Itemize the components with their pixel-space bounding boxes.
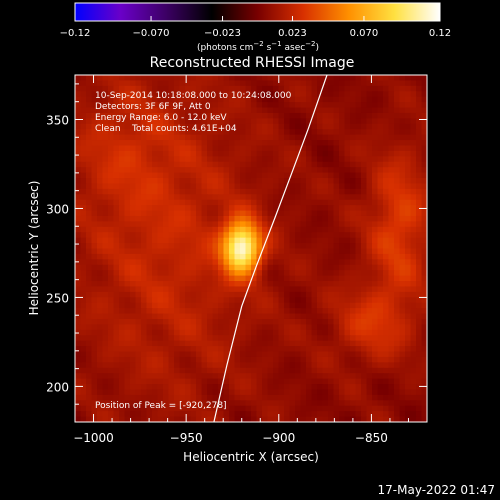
annotation-time-range: 10-Sep-2014 10:18:08.000 to 10:24:08.000 (95, 91, 292, 101)
x-axis-label: Heliocentric X (arcsec) (183, 450, 319, 464)
plot-frame (74, 74, 428, 423)
colorbar-ticks: −0.12 −0.070 −0.023 0.023 0.070 0.12 (60, 16, 451, 39)
info-annotations: 10-Sep-2014 10:18:08.000 to 10:24:08.000… (95, 91, 292, 134)
x-tick-label: −900 (262, 431, 295, 445)
axis-ticks: −1000 −950 −900 −850 200 250 300 350 (46, 75, 428, 445)
heatmap-image (75, 75, 427, 422)
plot-timestamp: 17-May-2022 01:47 (378, 483, 495, 497)
y-tick-label: 200 (46, 380, 69, 394)
x-tick-label: −850 (355, 431, 388, 445)
colorbar-tick-label: −0.023 (204, 28, 241, 39)
y-tick-label: 350 (46, 113, 69, 127)
colorbar-unit-label: (photons cm−2 s−1 asec−2) (197, 40, 319, 53)
colorbar (74, 2, 441, 22)
colorbar-tick-label: 0.12 (429, 28, 451, 39)
y-tick-label: 250 (46, 291, 69, 305)
annotation-detectors: Detectors: 3F 6F 9F, Att 0 (95, 102, 211, 112)
annotation-clean-counts: Clean Total counts: 4.61E+04 (95, 124, 237, 134)
colorbar-tick-label: −0.12 (60, 28, 91, 39)
colorbar-tick-label: 0.070 (350, 28, 379, 39)
colorbar-tick-label: −0.070 (133, 28, 170, 39)
annotation-energy-range: Energy Range: 6.0 - 12.0 keV (95, 113, 227, 123)
y-axis-label: Heliocentric Y (arcsec) (27, 181, 41, 316)
colorbar-tick-label: 0.023 (278, 28, 307, 39)
y-tick-label: 300 (46, 202, 69, 216)
x-tick-label: −950 (170, 431, 203, 445)
peak-position-text: Position of Peak = [-920,278] (95, 401, 227, 411)
chart-title: Reconstructed RHESSI Image (150, 55, 355, 71)
solar-limb-line (213, 75, 328, 422)
x-tick-label: −1000 (73, 431, 114, 445)
